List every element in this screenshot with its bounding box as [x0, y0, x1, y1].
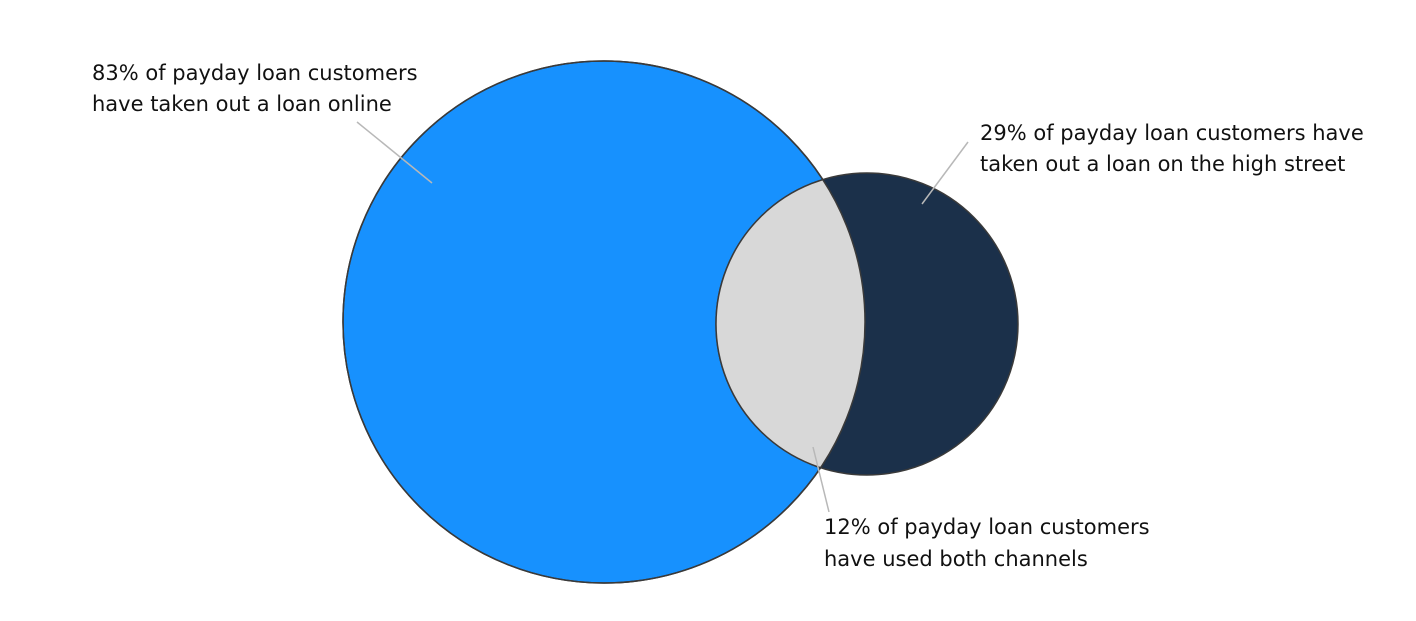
online-label-line-2: have taken out a loan online	[92, 92, 392, 116]
both-label-line-2: have used both channels	[824, 547, 1088, 571]
both-leader-line	[812, 446, 830, 513]
online-label: 83% of payday loan customers have taken …	[92, 61, 424, 116]
overlap-region	[715, 172, 865, 476]
high-street-label: 29% of payday loan customers have taken …	[980, 121, 1370, 176]
high-street-label-line-1: 29% of payday loan customers have	[980, 121, 1364, 145]
online-leader-line	[356, 121, 433, 184]
both-label: 12% of payday loan customers have used b…	[824, 515, 1156, 571]
online-label-line-1: 83% of payday loan customers	[92, 61, 418, 85]
online-circle-outline	[342, 60, 866, 584]
high-street-leader-line	[921, 141, 969, 205]
both-label-line-1: 12% of payday loan customers	[824, 515, 1150, 539]
high-street-label-line-2: taken out a loan on the high street	[980, 152, 1345, 176]
